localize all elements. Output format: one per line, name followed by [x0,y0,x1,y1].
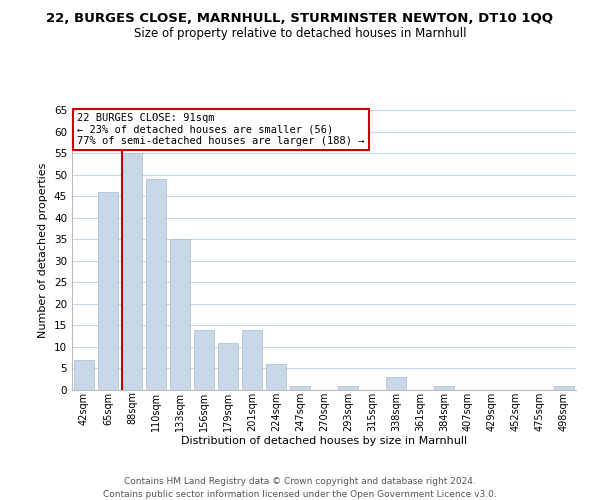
Bar [146,179,166,390]
Bar [170,239,190,390]
Text: Contains HM Land Registry data © Crown copyright and database right 2024.: Contains HM Land Registry data © Crown c… [124,478,476,486]
Text: Contains public sector information licensed under the Open Government Licence v3: Contains public sector information licen… [103,490,497,499]
Text: 22 BURGES CLOSE: 91sqm
← 23% of detached houses are smaller (56)
77% of semi-det: 22 BURGES CLOSE: 91sqm ← 23% of detached… [77,113,365,146]
Text: 22, BURGES CLOSE, MARNHULL, STURMINSTER NEWTON, DT10 1QQ: 22, BURGES CLOSE, MARNHULL, STURMINSTER … [47,12,554,26]
Bar [218,342,238,390]
Bar [266,364,286,390]
Bar [122,153,142,390]
Bar [98,192,118,390]
Bar [290,386,310,390]
Text: Size of property relative to detached houses in Marnhull: Size of property relative to detached ho… [134,28,466,40]
Bar [434,386,454,390]
X-axis label: Distribution of detached houses by size in Marnhull: Distribution of detached houses by size … [181,436,467,446]
Bar [194,330,214,390]
Bar [74,360,94,390]
Bar [386,377,406,390]
Bar [338,386,358,390]
Bar [242,330,262,390]
Y-axis label: Number of detached properties: Number of detached properties [38,162,49,338]
Bar [554,386,574,390]
